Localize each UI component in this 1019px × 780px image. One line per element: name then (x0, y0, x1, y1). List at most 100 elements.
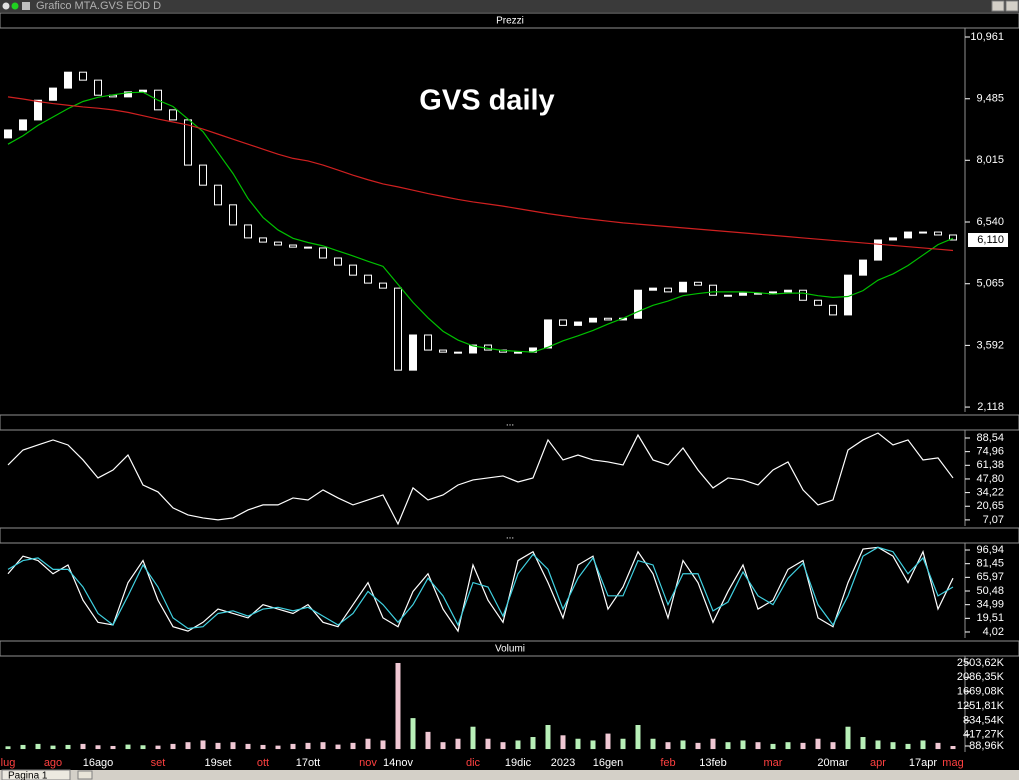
volume-bar (830, 742, 836, 750)
volume-bar (815, 738, 821, 750)
candle (724, 294, 732, 297)
candle (679, 281, 687, 293)
y-tick-label: 4,02 (983, 626, 1004, 638)
window-icon (2, 2, 10, 10)
y-tick-label: 8,015 (976, 154, 1004, 166)
volume-bar (140, 745, 146, 750)
x-tick-label: dic (466, 757, 481, 769)
volume-bar (125, 744, 131, 750)
volume-bar (605, 733, 611, 750)
volume-bar (290, 743, 296, 750)
y-tick-label: 10,961 (970, 31, 1004, 43)
volume-bar (380, 740, 386, 750)
y-tick-label: 5,065 (976, 278, 1004, 290)
candle (334, 257, 342, 266)
page-tab-label[interactable]: Pagina 1 (8, 771, 48, 780)
candle (169, 109, 177, 121)
volume-bar (440, 742, 446, 750)
candle (664, 287, 672, 293)
volume-bar (635, 724, 641, 750)
series-line (7, 91, 954, 353)
volume-bar (50, 745, 56, 750)
volume-bar (755, 742, 761, 750)
y-tick-label: 74,96 (976, 446, 1004, 458)
tab-bar (0, 770, 1019, 780)
panel-header (0, 527, 1019, 544)
last-price-box (968, 233, 1008, 248)
x-tick-label: ott (257, 757, 269, 769)
volume-bar (395, 662, 401, 750)
volume-bar (935, 742, 941, 750)
x-tick-label: 16gen (593, 757, 624, 769)
candle (694, 281, 702, 286)
x-tick-label: 19set (205, 757, 232, 769)
y-tick-label: 2503,62K (957, 657, 1005, 669)
x-tick-label: feb (660, 757, 675, 769)
volume-bar (545, 724, 551, 750)
x-tick-label: 13feb (699, 757, 727, 769)
candle (544, 319, 552, 349)
candle (649, 287, 657, 291)
volume-bar (200, 740, 206, 750)
volume-bar (515, 740, 521, 750)
annotation: GVS daily (419, 85, 554, 117)
candle (874, 239, 882, 261)
candle (454, 351, 462, 354)
y-tick-label: 2086,35K (957, 671, 1005, 683)
add-tab-button[interactable] (77, 770, 93, 780)
y-tick-label: 61,38 (976, 459, 1004, 471)
panel-title: Prezzi (496, 16, 524, 27)
x-tick-label: nov (359, 757, 377, 769)
candle (34, 99, 42, 121)
volume-bar (20, 744, 26, 750)
volume-bar (305, 742, 311, 750)
series-line (7, 96, 954, 252)
volume-bar (80, 743, 86, 750)
page-tab[interactable] (1, 769, 71, 780)
x-tick-label: mar (764, 757, 783, 769)
candle (409, 334, 417, 371)
y-tick-label: 1251,81K (957, 700, 1005, 712)
x-tick-label: 19dic (505, 757, 532, 769)
minimize-button[interactable] (991, 0, 1005, 12)
candle (814, 299, 822, 306)
candle (589, 317, 597, 323)
panel-header (0, 12, 1019, 29)
volume-bar (35, 743, 41, 750)
candle (274, 241, 282, 246)
y-tick-label: 417,27K (963, 729, 1005, 741)
candle (79, 71, 87, 81)
y-tick-label: 834,54K (963, 714, 1005, 726)
volume-bar (260, 744, 266, 750)
y-tick-label: 47,80 (976, 473, 1004, 485)
panel-title: Volumi (495, 644, 525, 655)
volume-bar (560, 735, 566, 750)
candle (934, 231, 942, 236)
x-tick-label: 17apr (909, 757, 937, 769)
y-tick-label: 50,48 (976, 585, 1004, 597)
volume-bar (230, 742, 236, 750)
candle (394, 287, 402, 371)
volume-bar (590, 740, 596, 750)
candle (949, 234, 957, 241)
candle (604, 317, 612, 321)
volume-bar (215, 742, 221, 750)
close-button[interactable] (1005, 0, 1019, 12)
candle (424, 334, 432, 351)
candle (634, 289, 642, 319)
candle (739, 292, 747, 296)
volume-bar (425, 731, 431, 750)
y-tick-label: 2,118 (977, 401, 1004, 413)
volume-bar (65, 744, 71, 750)
candle (304, 246, 312, 249)
x-tick-label: 14nov (383, 757, 413, 769)
volume-bar (95, 745, 101, 750)
candle (859, 259, 867, 276)
candle (244, 224, 252, 239)
volume-bar (365, 738, 371, 750)
panel-title: ... (506, 531, 514, 542)
volume-bar (860, 737, 866, 750)
volume-bar (245, 743, 251, 750)
